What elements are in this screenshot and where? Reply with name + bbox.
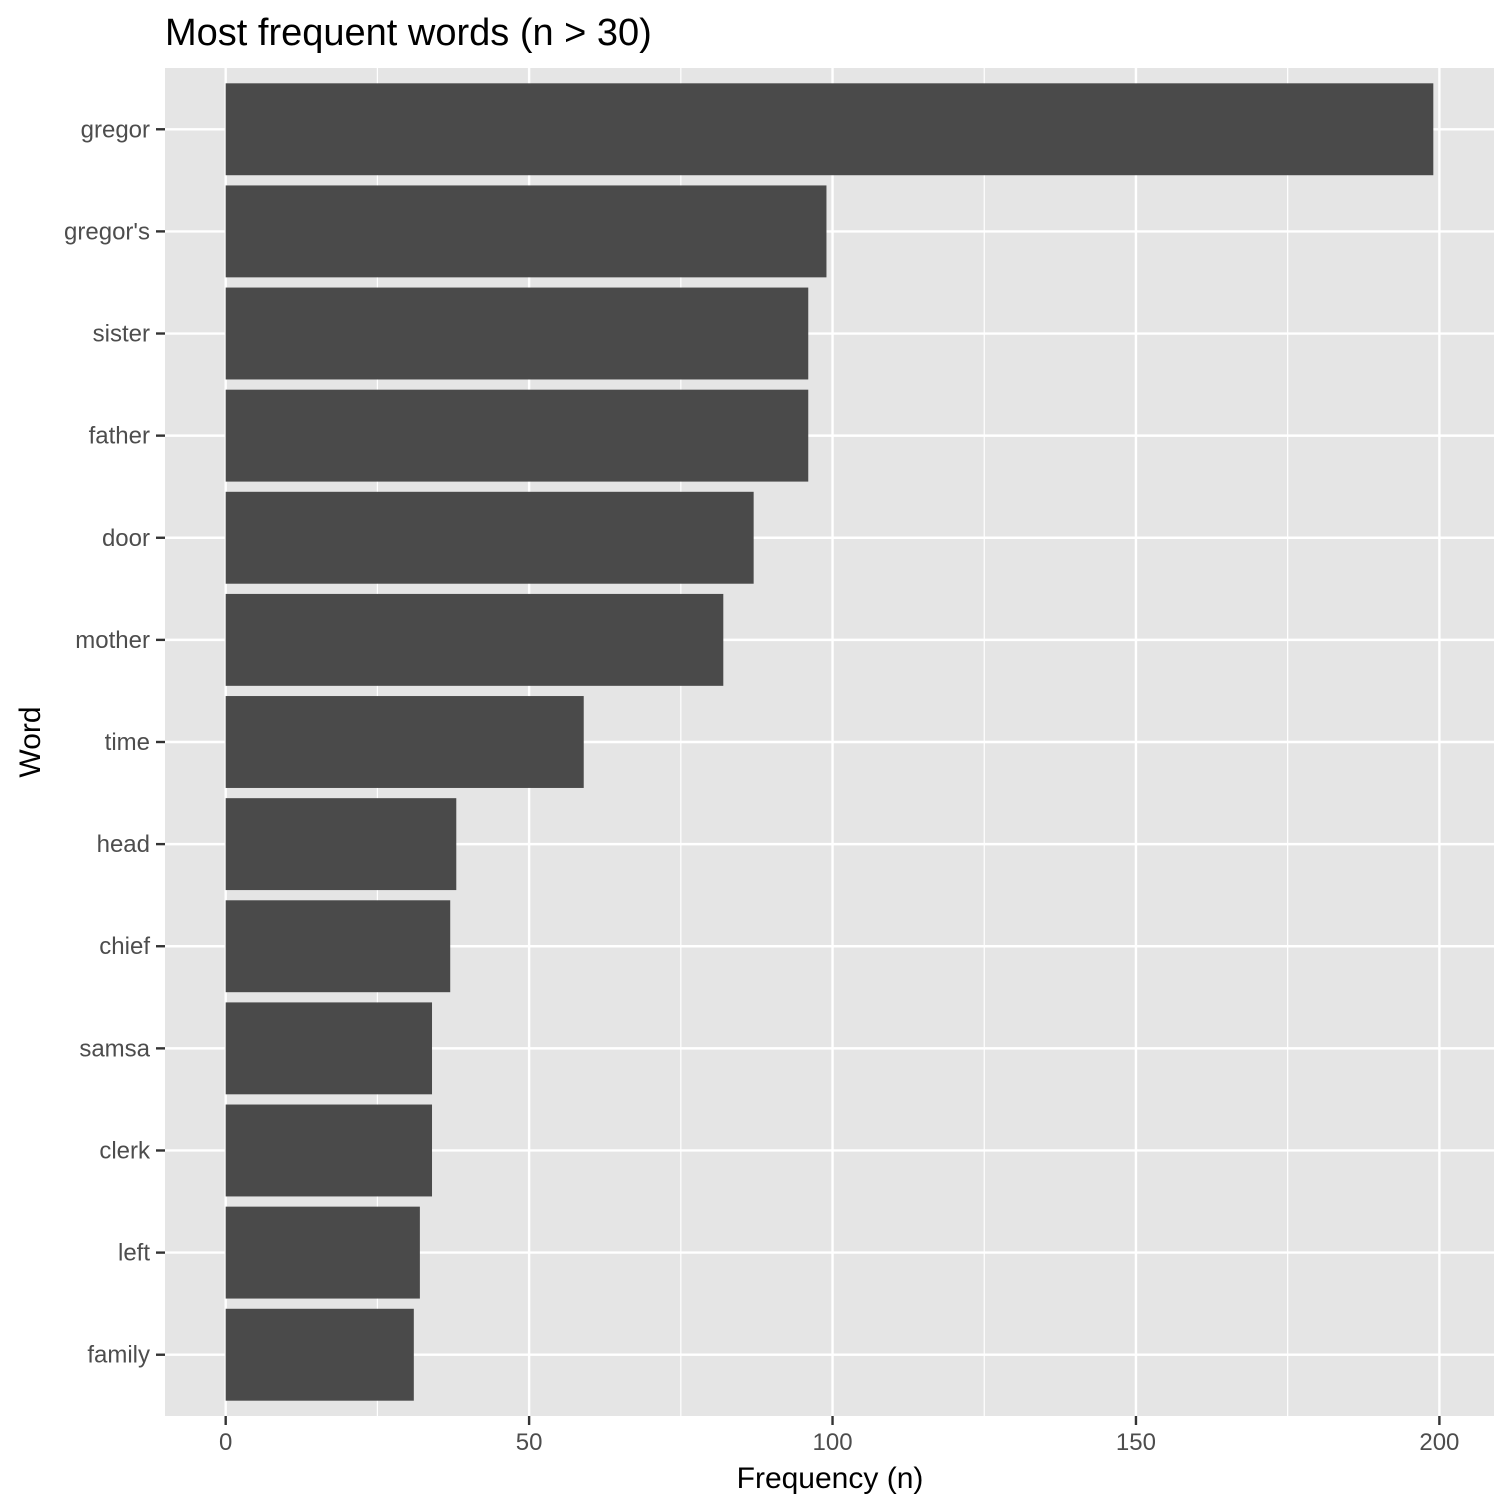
bar-mother bbox=[225, 593, 724, 686]
bar-father bbox=[225, 389, 809, 482]
y-tick-label: samsa bbox=[79, 1035, 150, 1062]
x-tick-label: 100 bbox=[813, 1429, 853, 1456]
bar-time bbox=[225, 696, 584, 788]
y-tick-label: family bbox=[87, 1342, 150, 1369]
bar-family bbox=[225, 1308, 414, 1401]
x-tick-label: 150 bbox=[1116, 1429, 1156, 1456]
bar-gregor bbox=[225, 83, 1434, 176]
y-tick-label: time bbox=[105, 729, 150, 756]
y-axis: gregor gregor's sister father door mother time… bbox=[64, 116, 165, 1369]
chart-title: Most frequent words (n > 30) bbox=[165, 12, 652, 54]
y-tick-label: door bbox=[102, 525, 150, 552]
y-tick-label: clerk bbox=[99, 1137, 151, 1164]
y-tick-label: left bbox=[118, 1240, 150, 1267]
y-tick-label: gregor's bbox=[64, 218, 150, 245]
bar-chief bbox=[225, 900, 451, 993]
x-axis: 0 50 100 150 200 bbox=[219, 1416, 1459, 1456]
bar-samsa bbox=[225, 1002, 433, 1095]
bar-left bbox=[225, 1206, 420, 1299]
y-tick-label: chief bbox=[99, 933, 150, 960]
bar-sister bbox=[225, 287, 809, 380]
y-tick-label: mother bbox=[75, 627, 150, 654]
bar-clerk bbox=[225, 1104, 433, 1197]
bar-door bbox=[225, 491, 754, 584]
x-tick-label: 200 bbox=[1419, 1429, 1459, 1456]
y-axis-title: Word bbox=[14, 706, 47, 777]
x-tick-label: 50 bbox=[516, 1429, 543, 1456]
y-tick-label: father bbox=[89, 423, 150, 450]
bar-gregor's bbox=[225, 185, 827, 278]
y-tick-label: sister bbox=[93, 321, 150, 348]
bar-head bbox=[225, 798, 457, 891]
y-tick-label: head bbox=[97, 831, 150, 858]
x-tick-label: 0 bbox=[219, 1429, 232, 1456]
x-axis-title: Frequency (n) bbox=[737, 1462, 924, 1495]
bars bbox=[225, 83, 1434, 1401]
y-tick-label: gregor bbox=[81, 116, 150, 143]
